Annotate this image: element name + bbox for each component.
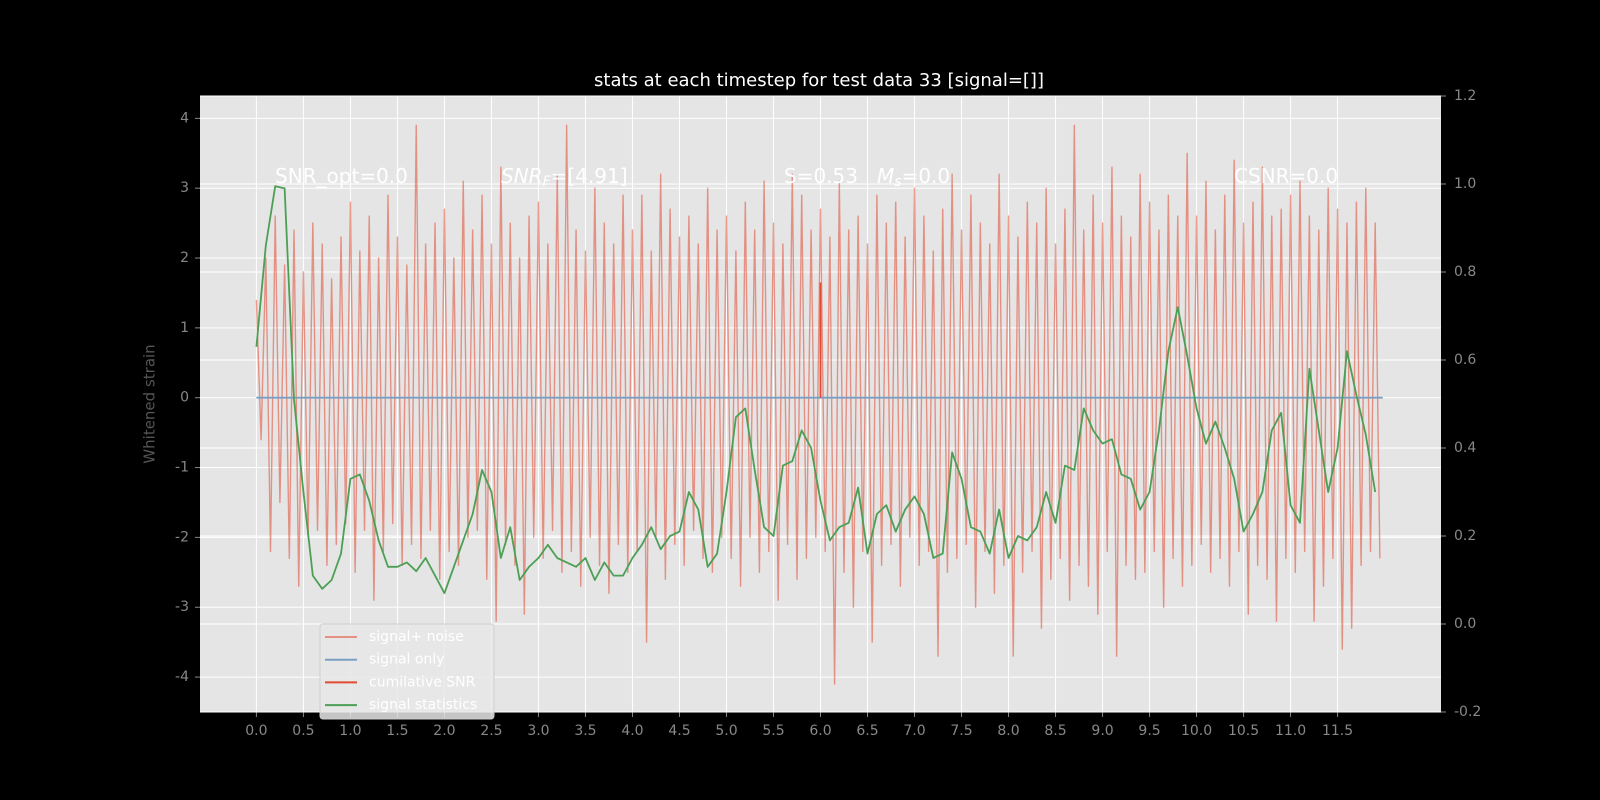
legend-label: signal only xyxy=(369,652,444,668)
y-tick-label: 3 xyxy=(180,180,189,196)
legend-label: signal statistics xyxy=(369,697,477,713)
y-tick-label: -3 xyxy=(175,599,189,615)
y2-tick-label: 0.6 xyxy=(1454,352,1476,368)
x-tick-label: 5.5 xyxy=(762,723,784,739)
x-tick-label: 5.0 xyxy=(715,723,737,739)
annotation-part: S=0.53 xyxy=(784,164,858,188)
x-tick-label: 4.0 xyxy=(621,723,643,739)
x-tick-label: 4.5 xyxy=(668,723,690,739)
x-tick-label: 7.5 xyxy=(950,723,972,739)
x-tick-label: 8.5 xyxy=(1044,723,1066,739)
y-tick-label: -2 xyxy=(175,529,189,545)
series-line xyxy=(255,124,1381,685)
annotation-part: s xyxy=(894,174,901,190)
x-tick-label: 2.0 xyxy=(433,723,455,739)
x-tick-label: 8.0 xyxy=(997,723,1019,739)
x-tick-label: 6.0 xyxy=(809,723,831,739)
y2-tick-label: 0.4 xyxy=(1454,440,1476,456)
x-tick-label: 3.0 xyxy=(527,723,549,739)
x-tick-label: 11.0 xyxy=(1275,723,1306,739)
x-tick-label: 2.5 xyxy=(480,723,502,739)
annotation: Ms=0.0 xyxy=(877,164,950,191)
y-tick-label: 4 xyxy=(180,110,189,126)
y-tick-label: 0 xyxy=(180,390,189,406)
annotation-part: =[4.91] xyxy=(551,164,628,188)
y2-tick-label: -0.2 xyxy=(1454,704,1481,720)
y-axis-label: Whitened strain xyxy=(141,344,159,463)
y2-tick-label: 0.0 xyxy=(1454,616,1476,632)
annotation: CSNR=0.0 xyxy=(1234,164,1338,188)
x-tick-label: 0.5 xyxy=(292,723,314,739)
y-tick-label: -4 xyxy=(175,669,189,685)
annotation: SNRF=[4.91] xyxy=(501,164,628,191)
y-tick-label: 2 xyxy=(180,250,189,266)
y2-tick-label: 0.8 xyxy=(1454,264,1476,280)
annotation-part: SNR xyxy=(501,164,543,188)
legend-label: cumilative SNR xyxy=(369,674,476,690)
series-line xyxy=(255,185,1377,595)
x-tick-label: 6.5 xyxy=(856,723,878,739)
legend-box xyxy=(319,623,495,720)
annotation-part: =0.0 xyxy=(902,164,951,188)
annotation-part: SNR_opt=0.0 xyxy=(275,164,408,188)
legend-label: signal+ noise xyxy=(369,629,464,645)
y2-tick-label: 0.2 xyxy=(1454,528,1476,544)
x-tick-label: 7.0 xyxy=(903,723,925,739)
x-tick-label: 0.0 xyxy=(245,723,267,739)
y-tick-label: -1 xyxy=(175,460,189,476)
annotation-part: CSNR=0.0 xyxy=(1234,164,1338,188)
y-tick-label: 1 xyxy=(180,320,189,336)
x-tick-label: 1.5 xyxy=(386,723,408,739)
x-tick-label: 9.0 xyxy=(1091,723,1113,739)
x-tick-label: 11.5 xyxy=(1322,723,1353,739)
y2-tick-label: 1.0 xyxy=(1454,176,1476,192)
chart-title: stats at each timestep for test data 33 … xyxy=(594,70,1044,91)
annotation: SNR_opt=0.0 xyxy=(275,164,408,188)
annotation: S=0.53 xyxy=(784,164,858,188)
x-tick-label: 1.0 xyxy=(339,723,361,739)
x-tick-label: 3.5 xyxy=(574,723,596,739)
x-tick-label: 9.5 xyxy=(1138,723,1160,739)
annotation-part: M xyxy=(877,164,894,188)
y2-tick-label: 1.2 xyxy=(1454,88,1476,104)
x-tick-label: 10.5 xyxy=(1228,723,1259,739)
annotation-part: F xyxy=(543,174,552,190)
x-tick-label: 10.0 xyxy=(1181,723,1212,739)
